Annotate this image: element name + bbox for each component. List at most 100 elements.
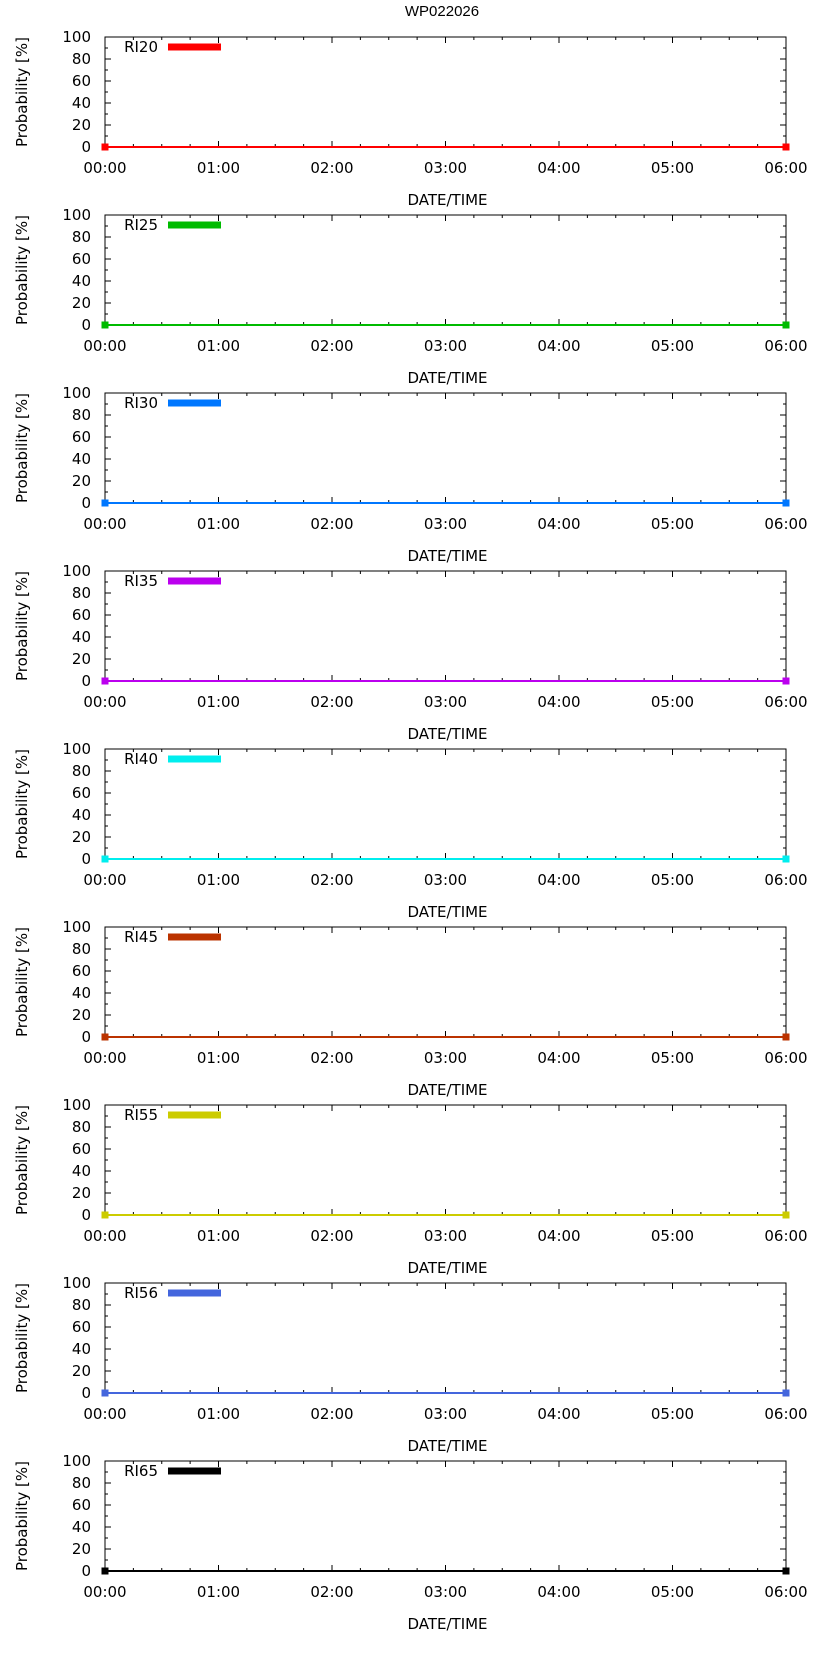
y-tick-label: 0 bbox=[81, 1384, 91, 1402]
x-tick-label: 04:00 bbox=[537, 693, 580, 711]
legend-label: RI45 bbox=[124, 928, 158, 946]
x-tick-label: 05:00 bbox=[651, 337, 694, 355]
x-tick-label: 00:00 bbox=[83, 159, 126, 177]
x-tick-label: 02:00 bbox=[310, 159, 353, 177]
y-tick-label: 60 bbox=[72, 250, 91, 268]
x-tick-label: 03:00 bbox=[424, 1583, 467, 1601]
x-tick-label: 04:00 bbox=[537, 159, 580, 177]
legend-label: RI25 bbox=[124, 216, 158, 234]
x-tick-label: 05:00 bbox=[651, 871, 694, 889]
y-tick-label: 20 bbox=[72, 1184, 91, 1202]
plot-frame bbox=[104, 570, 787, 682]
x-tick-label: 02:00 bbox=[310, 337, 353, 355]
x-tick-label: 05:00 bbox=[651, 693, 694, 711]
x-tick-label: 00:00 bbox=[83, 1227, 126, 1245]
plot-frame bbox=[104, 748, 787, 860]
x-tick-label: 01:00 bbox=[197, 337, 240, 355]
x-tick-label: 00:00 bbox=[83, 693, 126, 711]
x-tick-label: 02:00 bbox=[310, 871, 353, 889]
chart-panel: 00:00 01:00 02:00 03:00 04:00 05:00 06:00 0 20 40… bbox=[13, 28, 808, 209]
data-point bbox=[101, 677, 109, 685]
data-point bbox=[782, 499, 790, 507]
y-tick-label: 40 bbox=[72, 984, 91, 1002]
x-tick-label: 04:00 bbox=[537, 1583, 580, 1601]
y-tick-label: 60 bbox=[72, 1140, 91, 1158]
y-tick-label: 0 bbox=[81, 1206, 91, 1224]
y-tick-label: 40 bbox=[72, 806, 91, 824]
y-tick-label: 40 bbox=[72, 272, 91, 290]
x-tick-label: 03:00 bbox=[424, 1405, 467, 1423]
data-point bbox=[101, 499, 109, 507]
x-tick-label: 05:00 bbox=[651, 1227, 694, 1245]
data-point bbox=[101, 855, 109, 863]
x-tick-label: 06:00 bbox=[764, 337, 807, 355]
data-point bbox=[782, 1211, 790, 1219]
y-tick-label: 20 bbox=[72, 1362, 91, 1380]
x-tick-label: 00:00 bbox=[83, 871, 126, 889]
data-point bbox=[782, 677, 790, 685]
data-point bbox=[782, 143, 790, 151]
y-axis-label: Probability [%] bbox=[13, 215, 31, 325]
y-tick-label: 60 bbox=[72, 606, 91, 624]
x-tick-label: 06:00 bbox=[764, 871, 807, 889]
y-axis-label: Probability [%] bbox=[13, 927, 31, 1037]
y-tick-label: 20 bbox=[72, 1540, 91, 1558]
data-point bbox=[101, 321, 109, 329]
y-tick-label: 40 bbox=[72, 450, 91, 468]
data-point bbox=[782, 855, 790, 863]
x-tick-label: 01:00 bbox=[197, 1049, 240, 1067]
x-tick-label: 01:00 bbox=[197, 871, 240, 889]
data-point bbox=[101, 1567, 109, 1575]
chart-panel: 00:00 01:00 02:00 03:00 04:00 05:00 06:00 0 20 40… bbox=[13, 384, 808, 565]
x-tick-label: 05:00 bbox=[651, 515, 694, 533]
x-tick-label: 06:00 bbox=[764, 515, 807, 533]
y-tick-label: 40 bbox=[72, 1340, 91, 1358]
legend-label: RI55 bbox=[124, 1106, 158, 1124]
y-tick-label: 40 bbox=[72, 1162, 91, 1180]
x-tick-label: 03:00 bbox=[424, 337, 467, 355]
y-tick-label: 20 bbox=[72, 650, 91, 668]
y-axis-label: Probability [%] bbox=[13, 571, 31, 681]
x-tick-label: 02:00 bbox=[310, 693, 353, 711]
y-tick-label: 20 bbox=[72, 116, 91, 134]
y-tick-label: 80 bbox=[72, 762, 91, 780]
x-axis-label: DATE/TIME bbox=[407, 191, 487, 209]
legend-label: RI20 bbox=[124, 38, 158, 56]
x-tick-label: 05:00 bbox=[651, 1583, 694, 1601]
y-tick-label: 60 bbox=[72, 1318, 91, 1336]
x-tick-label: 04:00 bbox=[537, 1227, 580, 1245]
plot-frame bbox=[104, 1460, 787, 1572]
y-tick-label: 80 bbox=[72, 228, 91, 246]
x-tick-label: 04:00 bbox=[537, 337, 580, 355]
x-tick-label: 06:00 bbox=[764, 1227, 807, 1245]
x-tick-label: 04:00 bbox=[537, 515, 580, 533]
y-tick-label: 100 bbox=[62, 384, 91, 402]
x-tick-label: 06:00 bbox=[764, 693, 807, 711]
y-tick-label: 40 bbox=[72, 628, 91, 646]
y-tick-label: 0 bbox=[81, 1562, 91, 1580]
data-point bbox=[101, 143, 109, 151]
x-tick-label: 02:00 bbox=[310, 1405, 353, 1423]
x-tick-label: 00:00 bbox=[83, 1049, 126, 1067]
x-axis-label: DATE/TIME bbox=[407, 1437, 487, 1455]
plot-frame bbox=[104, 392, 787, 504]
x-tick-label: 03:00 bbox=[424, 1227, 467, 1245]
y-tick-label: 0 bbox=[81, 138, 91, 156]
y-tick-label: 0 bbox=[81, 672, 91, 690]
y-axis-label: Probability [%] bbox=[13, 749, 31, 859]
y-tick-label: 100 bbox=[62, 1096, 91, 1114]
x-tick-label: 02:00 bbox=[310, 1583, 353, 1601]
panels: 00:00 01:00 02:00 03:00 04:00 05:00 06:00 0 20 40… bbox=[13, 28, 808, 1633]
y-tick-label: 40 bbox=[72, 1518, 91, 1536]
x-tick-label: 04:00 bbox=[537, 871, 580, 889]
legend-label: RI56 bbox=[124, 1284, 158, 1302]
plot-frame bbox=[104, 1104, 787, 1216]
data-point bbox=[782, 1567, 790, 1575]
x-tick-label: 03:00 bbox=[424, 871, 467, 889]
y-tick-label: 80 bbox=[72, 1296, 91, 1314]
x-tick-label: 02:00 bbox=[310, 1227, 353, 1245]
x-axis-label: DATE/TIME bbox=[407, 903, 487, 921]
y-tick-label: 80 bbox=[72, 50, 91, 68]
x-tick-label: 04:00 bbox=[537, 1049, 580, 1067]
